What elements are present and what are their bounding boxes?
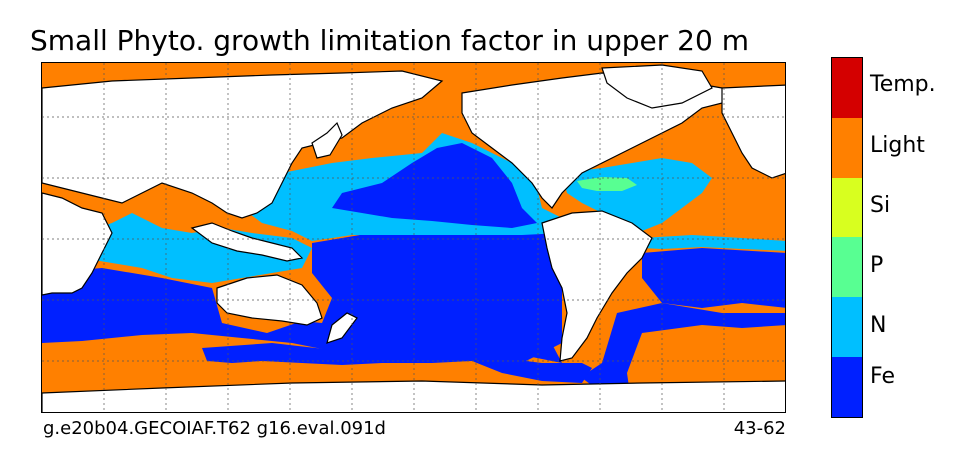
tropical-indian-n-region — [82, 213, 312, 283]
graticule — [42, 63, 785, 412]
south-atlantic-fe-region — [642, 248, 785, 308]
colorbar — [831, 57, 863, 418]
indo-pacific-fe-region — [312, 223, 582, 363]
colorbar-label-light: Light — [870, 133, 925, 158]
colorbar-segment-temp — [832, 58, 862, 118]
map-panel — [41, 62, 786, 413]
south-america-landmass — [541, 210, 653, 362]
years-label: 43-62 — [733, 418, 786, 439]
colorbar-segment-si — [832, 177, 862, 238]
colorbar-label-n: N — [870, 313, 887, 338]
japan-islands — [311, 121, 343, 159]
colorbar-label-si: Si — [870, 193, 891, 218]
colorbar-segment-fe — [832, 357, 862, 417]
colorbar-segment-n — [832, 297, 862, 358]
colorbar-label-temp: Temp. — [870, 72, 936, 97]
maritime-continent — [190, 222, 304, 262]
new-zealand — [326, 312, 358, 344]
ocean-map — [42, 63, 785, 412]
asia-landmass — [42, 70, 444, 219]
north-atlantic-n-region — [562, 158, 712, 231]
chart-title: Small Phyto. growth limitation factor in… — [30, 24, 749, 57]
australia-landmass — [216, 274, 323, 326]
colorbar-segment-p — [832, 237, 862, 298]
southwest-fe-region — [42, 278, 217, 343]
colorbar-segment-light — [832, 117, 862, 178]
southern-lower-band — [202, 343, 592, 383]
europe-landmass — [721, 84, 785, 179]
colorbar-label-fe: Fe — [870, 364, 895, 389]
colorbar-label-p: P — [870, 253, 884, 278]
greenland — [601, 64, 713, 109]
africa-landmass — [42, 192, 113, 296]
case-name-label: g.e20b04.GECOIAF.T62 g16.eval.091d — [43, 418, 386, 439]
north-pacific-fe-region — [332, 143, 537, 228]
north-atlantic-p-region — [577, 177, 637, 191]
